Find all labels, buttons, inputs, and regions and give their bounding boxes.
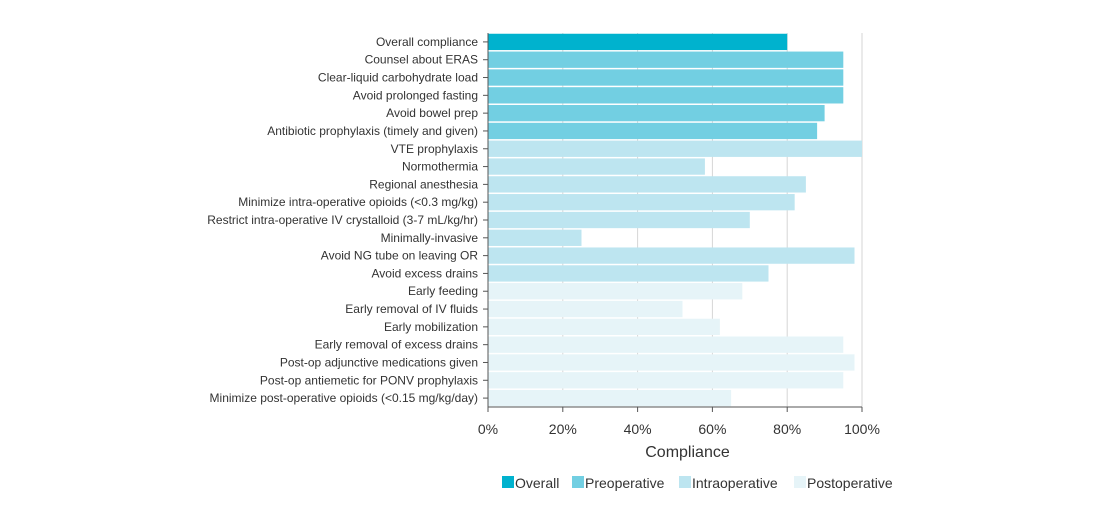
x-tick-label: 100% (844, 421, 880, 437)
legend-item-postoperative: Postoperative (794, 475, 893, 491)
legend-swatch (502, 476, 514, 488)
bar-overall-compliance (488, 33, 788, 51)
legend-label: Preoperative (585, 475, 665, 491)
bar-early-removal-of-excess-drains (488, 336, 844, 353)
category-label: Overall compliance (376, 35, 478, 49)
category-label: Minimize post-operative opioids (<0.15 m… (210, 391, 478, 405)
category-label: Regional anesthesia (369, 177, 478, 191)
category-label: Normothermia (402, 160, 478, 174)
legend-label: Postoperative (807, 475, 893, 491)
category-label: Post-op antiemetic for PONV prophylaxis (260, 373, 478, 387)
bar-avoid-ng-tube-on-leaving-or (488, 247, 855, 264)
category-label: Restrict intra-operative IV crystalloid … (207, 213, 478, 227)
category-label: Early mobilization (384, 320, 478, 334)
x-tick-label: 20% (549, 421, 577, 437)
category-label: Minimize intra-operative opioids (<0.3 m… (238, 195, 478, 209)
category-labels: Overall compliance Counsel about ERAS Clea… (207, 35, 478, 405)
legend-swatch (794, 476, 806, 488)
bar-regional-anesthesia (488, 176, 806, 193)
category-label: Early feeding (408, 284, 478, 298)
legend: Overall Preoperative Intraoperative Postope… (502, 475, 893, 491)
bar-counsel-about-eras (488, 51, 844, 68)
axes (483, 33, 863, 412)
category-label: VTE prophylaxis (391, 142, 478, 156)
bar-clear-liquid-carbohydrate-load (488, 69, 844, 86)
bar-early-removal-of-iv-fluids (488, 300, 683, 318)
category-label: Clear-liquid carbohydrate load (318, 71, 478, 85)
x-tick-labels: 0% 20% 40% 60% 80% 100% (478, 421, 880, 437)
category-label: Avoid NG tube on leaving OR (321, 249, 479, 263)
bar-antibiotic-prophylaxis-timely-and-given (488, 122, 818, 140)
legend-item-preoperative: Preoperative (572, 475, 665, 491)
legend-item-overall: Overall (502, 475, 559, 491)
category-label: Early removal of IV fluids (345, 302, 478, 316)
bar-restrict-intra-operative-iv-crystalloid-3-7-ml-kg-hr (488, 211, 750, 229)
x-tick-label: 60% (698, 421, 726, 437)
legend-swatch (572, 476, 584, 488)
bar-vte-prophylaxis (488, 140, 862, 157)
x-tick-label: 0% (478, 421, 498, 437)
bars (488, 33, 862, 407)
x-tick-label: 40% (624, 421, 652, 437)
category-label: Counsel about ERAS (365, 53, 478, 67)
bar-avoid-bowel-prep (488, 104, 825, 122)
category-label: Avoid excess drains (372, 266, 479, 280)
category-label: Early removal of excess drains (315, 338, 478, 352)
legend-swatch (679, 476, 691, 488)
bar-minimally-invasive (488, 229, 582, 246)
bar-normothermia (488, 158, 705, 175)
bar-avoid-excess-drains (488, 265, 769, 282)
bar-early-feeding (488, 283, 743, 300)
legend-label: Overall (515, 475, 559, 491)
category-label: Minimally-invasive (381, 231, 479, 245)
category-label: Post-op adjunctive medications given (280, 355, 478, 369)
x-axis-title: Compliance (645, 444, 730, 461)
category-label: Antibiotic prophylaxis (timely and given… (267, 124, 478, 138)
bar-avoid-prolonged-fasting (488, 87, 844, 104)
x-tick-label: 80% (773, 421, 801, 437)
bar-minimize-post-operative-opioids-0-15-mg-kg-day (488, 389, 732, 407)
legend-item-intraoperative: Intraoperative (679, 475, 778, 491)
legend-label: Intraoperative (692, 475, 778, 491)
category-label: Avoid prolonged fasting (353, 88, 478, 102)
bar-post-op-antiemetic-for-ponv-prophylaxis (488, 372, 844, 389)
bar-minimize-intra-operative-opioids-0-3-mg-kg (488, 194, 795, 211)
bar-early-mobilization (488, 318, 720, 336)
bar-post-op-adjunctive-medications-given (488, 354, 855, 371)
category-label: Avoid bowel prep (386, 106, 478, 120)
